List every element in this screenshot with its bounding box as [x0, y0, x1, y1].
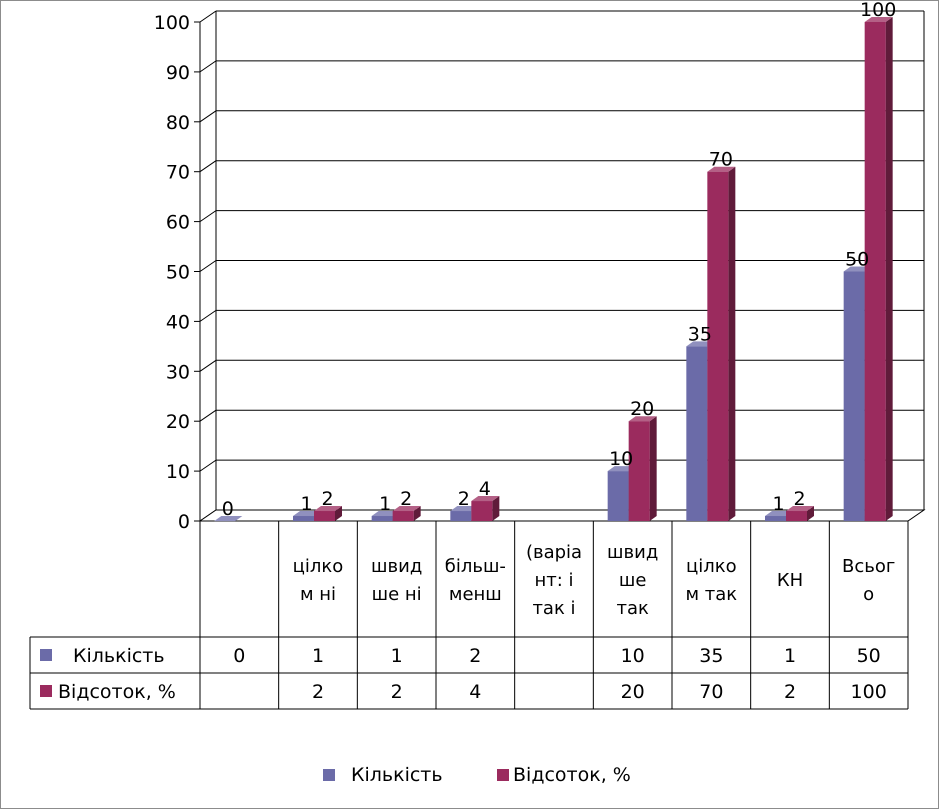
category-label: цілко м так	[685, 556, 737, 605]
data-label: 35	[688, 323, 712, 345]
category-label: цілко м ні	[293, 556, 344, 605]
value-axis: 0 10 20 30 40 50 60 70 80 90 100	[154, 12, 201, 533]
series-key	[40, 649, 52, 661]
y-tick-label: 70	[166, 162, 190, 184]
y-tick-label: 60	[166, 212, 190, 234]
y-tick-label: 50	[166, 262, 190, 284]
data-label: 2	[321, 488, 333, 510]
data-label: 4	[479, 478, 491, 500]
data-label: 1	[379, 493, 391, 515]
table-value: 2	[391, 681, 403, 703]
data-label: 1	[772, 493, 784, 515]
table-value: 2	[312, 681, 324, 703]
y-tick-label: 80	[166, 112, 190, 134]
bar	[471, 496, 500, 521]
table-value: 2	[784, 681, 796, 703]
gridline-side	[199, 210, 217, 223]
data-label: 1	[300, 493, 312, 515]
gridline-side	[199, 110, 217, 123]
table-value: 4	[469, 681, 481, 703]
legend-label: Кількість	[351, 764, 443, 786]
table-value: 2	[469, 645, 481, 667]
category-label: швид ше так	[607, 542, 658, 619]
table-value: 0	[233, 645, 245, 667]
legend-swatch	[497, 769, 509, 781]
series-name: Кількість	[73, 645, 165, 667]
table-value: 35	[699, 645, 723, 667]
data-label: 20	[630, 398, 654, 420]
bar	[864, 17, 893, 521]
gridline-side	[199, 160, 217, 173]
bar	[628, 416, 657, 521]
gridline-side	[199, 359, 217, 372]
data-label: 50	[845, 249, 869, 271]
bar	[392, 506, 421, 521]
y-tick-label: 100	[154, 12, 190, 34]
series-name: Відсоток, %	[58, 681, 176, 703]
data-label: 2	[793, 488, 805, 510]
data-label: 2	[400, 488, 412, 510]
category-label: Всьог о	[842, 556, 895, 605]
table-value: 1	[391, 645, 403, 667]
y-tick-label: 40	[166, 311, 190, 333]
bar	[786, 506, 814, 521]
table-value: 70	[699, 681, 723, 703]
table-value: 100	[851, 681, 887, 703]
data-label: 10	[609, 448, 633, 470]
gridline-side	[199, 10, 217, 23]
table-value: 20	[621, 681, 645, 703]
data-label: 2	[458, 488, 470, 510]
table-value: 1	[784, 645, 796, 667]
legend: Кількість Відсоток, %	[323, 764, 631, 786]
data-label: 0	[222, 498, 234, 520]
gridline-side	[199, 409, 217, 422]
table-value: 50	[857, 645, 881, 667]
category-label: більш-менш	[445, 556, 506, 605]
legend-swatch	[323, 769, 335, 781]
data-label: 100	[860, 0, 896, 21]
y-tick-label: 90	[166, 62, 190, 84]
series-key	[40, 685, 52, 697]
gridline-side	[199, 260, 217, 272]
y-tick-label: 30	[166, 361, 190, 383]
table-value: 1	[312, 645, 324, 667]
gridline-side	[199, 60, 217, 73]
y-tick-label: 20	[166, 411, 190, 433]
category-label: швид ше ні	[371, 556, 422, 605]
category-label: (варіа нт: і так і	[526, 542, 582, 619]
table-value: 10	[621, 645, 645, 667]
y-tick-label: 0	[178, 511, 190, 533]
gridline-side	[199, 459, 217, 472]
bar	[214, 516, 243, 522]
category-label: КН	[777, 570, 803, 591]
gridline-side	[199, 309, 217, 322]
bar	[707, 166, 736, 521]
legend-label: Відсоток, %	[513, 764, 631, 786]
y-tick-label: 10	[166, 461, 190, 483]
bar	[314, 506, 342, 521]
bars	[214, 17, 893, 522]
data-label: 70	[709, 149, 733, 171]
